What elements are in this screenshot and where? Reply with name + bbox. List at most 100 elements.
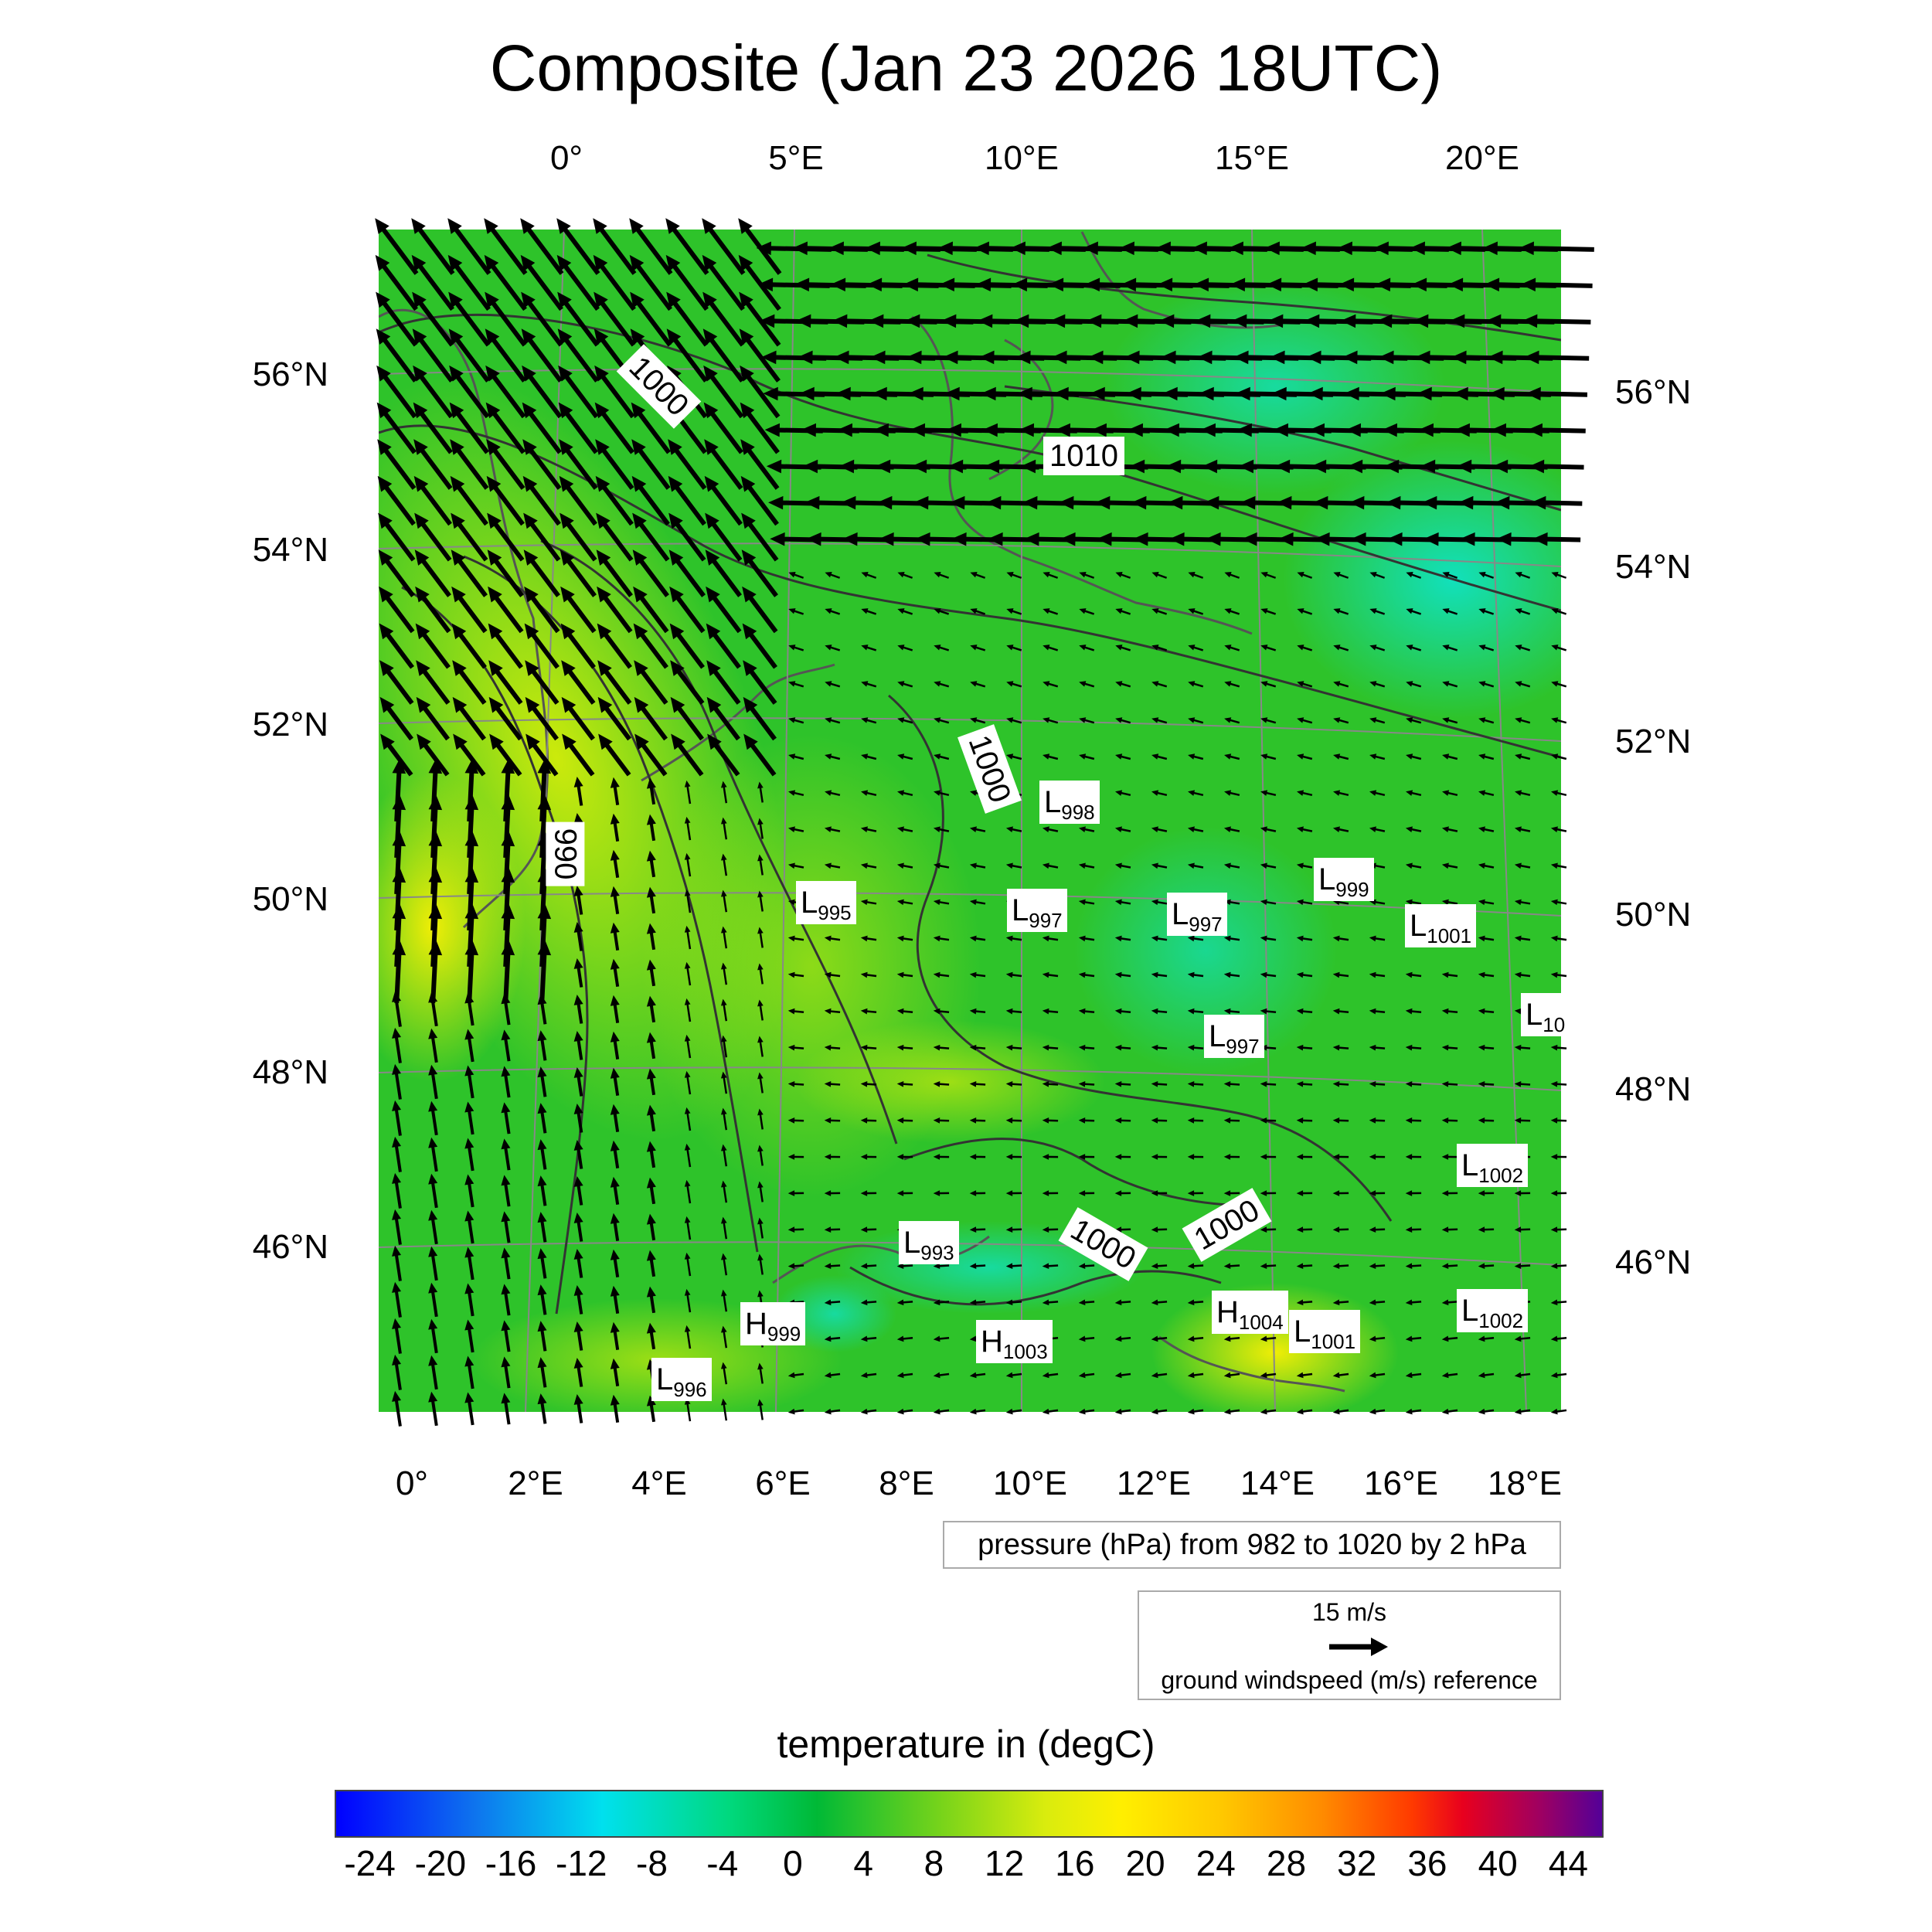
wind-arrow-head <box>1441 1190 1449 1196</box>
wind-arrow-head <box>897 790 905 796</box>
wind-arrow-head <box>1043 717 1050 723</box>
colorbar-tick-label: 40 <box>1478 1843 1518 1883</box>
wind-arrow <box>685 1182 692 1204</box>
wind-arrow-head <box>1524 350 1539 365</box>
wind-arrow-head <box>969 1263 977 1270</box>
wind-arrow <box>453 517 488 562</box>
wind-arrow <box>394 1250 402 1281</box>
wind-arrow-head <box>1442 753 1450 760</box>
wind-arrow-head <box>1078 1080 1086 1087</box>
wind-arrow-head <box>860 1226 868 1233</box>
wind-arrow-head <box>787 1154 795 1160</box>
wind-arrow-head <box>1115 790 1123 796</box>
wind-arrow-head <box>646 1104 656 1116</box>
wind-arrow <box>561 444 598 490</box>
wind-arrow-head <box>1332 1226 1340 1233</box>
wind-arrow-head <box>1005 1263 1013 1270</box>
wind-arrow-head <box>1114 1190 1122 1196</box>
lon-label-bottom: 14°E <box>1240 1464 1315 1502</box>
wind-arrow-head <box>1005 935 1013 942</box>
wind-arrow-head <box>1369 1154 1376 1160</box>
wind-arrow-head <box>974 241 989 256</box>
wind-arrow-head <box>610 922 620 934</box>
wind-arrow <box>743 444 780 490</box>
wind-arrow-head <box>702 328 718 345</box>
wind-arrow-head <box>629 254 645 271</box>
wind-arrow-head <box>1478 1190 1485 1196</box>
wind-arrow-head <box>1223 1408 1231 1415</box>
wind-arrow-head <box>1193 277 1209 292</box>
wind-arrow-head <box>1005 862 1013 869</box>
wind-arrow-head <box>1079 645 1087 651</box>
wind-arrow-head <box>1454 423 1471 437</box>
wind-arrow-head <box>742 586 757 603</box>
wind-arrow <box>525 406 562 454</box>
wind-arrow-head <box>378 512 393 529</box>
wind-arrow-head <box>1078 935 1086 942</box>
wind-arrow-head <box>1042 935 1049 942</box>
wind-arrow-head <box>665 254 681 271</box>
wind-arrow-head <box>720 926 727 934</box>
wind-arrow-head <box>801 423 817 437</box>
wind-arrow <box>635 554 669 597</box>
wind-arrow-head <box>1369 1044 1376 1051</box>
wind-arrow-head <box>720 1216 727 1224</box>
wind-arrow-head <box>1114 1008 1122 1015</box>
high-pressure-center: H999 <box>740 1302 806 1345</box>
wind-arrow-head <box>1478 1372 1485 1379</box>
wind-arrow-head <box>1228 241 1243 256</box>
wind-arrow-head <box>610 777 620 788</box>
wind-arrow-head <box>1332 971 1340 978</box>
wind-arrow-head <box>464 1065 474 1077</box>
wind-arrow-head <box>1164 423 1180 437</box>
wind-arrow <box>672 554 706 597</box>
wind-arrow-head <box>1514 1044 1522 1051</box>
low-pressure-center: L1002 <box>1457 1144 1529 1187</box>
wind-arrow <box>744 554 778 597</box>
wind-arrow-head <box>760 314 775 328</box>
wind-arrow <box>488 369 526 419</box>
wind-arrow-head <box>896 899 904 906</box>
wind-arrow-head <box>377 475 393 492</box>
wind-arrow <box>705 296 745 347</box>
wind-arrow <box>685 1291 692 1313</box>
wind-arrow <box>378 296 418 347</box>
wind-arrow-head <box>787 1372 795 1379</box>
wind-arrow-head <box>860 862 868 869</box>
wind-arrow-head <box>825 645 832 651</box>
wind-arrow-head <box>526 733 540 750</box>
wind-arrow-head <box>412 291 427 308</box>
wind-arrow-head <box>1301 241 1316 256</box>
wind-arrow-head <box>1333 645 1341 651</box>
low-pressure-center: L998 <box>1039 781 1100 824</box>
wind-arrow-head <box>1514 826 1522 832</box>
wind-arrow-head <box>1514 935 1522 942</box>
wind-arrow-head <box>860 1335 868 1342</box>
wind-arrow-head <box>1405 1117 1413 1124</box>
wind-arrow-head <box>757 1145 764 1152</box>
wind-arrow-head <box>788 753 796 760</box>
wind-arrow-head <box>720 1144 727 1151</box>
wind-arrow-head <box>703 365 718 382</box>
wind-arrow-head <box>597 660 612 676</box>
wind-arrow-head <box>1478 1080 1485 1087</box>
wind-arrow-head <box>684 1288 691 1296</box>
wind-arrow-head <box>610 1140 620 1151</box>
wind-arrow-head <box>1514 1372 1522 1379</box>
wind-arrow-head <box>1441 1226 1449 1233</box>
high-pressure-center: H1003 <box>976 1320 1053 1363</box>
lat-label-left: 54°N <box>252 531 328 569</box>
wind-arrow <box>743 517 779 562</box>
wind-arrow-head <box>501 940 515 956</box>
wind-arrow-head <box>1151 971 1158 978</box>
wind-arrow <box>597 369 635 419</box>
wind-arrow <box>379 369 417 419</box>
wind-arrow-head <box>969 1372 977 1379</box>
wind-arrow-head <box>824 1299 832 1306</box>
wind-arrow-head <box>1332 1372 1340 1379</box>
wind-arrow-head <box>969 1044 977 1051</box>
wind-arrow <box>453 480 488 526</box>
wind-arrow-head <box>1151 645 1159 651</box>
wind-arrow-head <box>741 549 757 566</box>
wind-arrow <box>671 480 706 526</box>
